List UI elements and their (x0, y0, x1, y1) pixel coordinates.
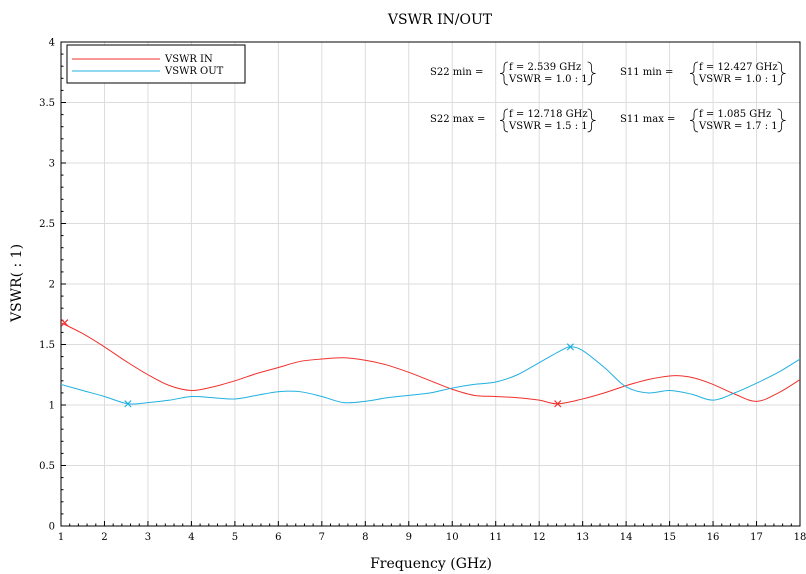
annotation-vswr: VSWR = 1.0 : 1 (508, 74, 588, 85)
y-tick-label: 3 (49, 159, 55, 170)
annotation-label: S11 min = (620, 67, 673, 78)
x-tick-label: 10 (446, 532, 459, 543)
left-brace (689, 61, 699, 86)
x-tick-label: 17 (750, 532, 763, 543)
x-axis-label: Frequency (GHz) (370, 556, 492, 572)
legend-label-out: VSWR OUT (164, 66, 224, 77)
x-tick-label: 9 (406, 532, 412, 543)
annotation-frequency: f = 2.539 GHz (509, 62, 581, 73)
y-axis-ticks: 0 0.5 1 1.5 2 2.5 3 3.5 4 (39, 38, 66, 533)
y-tick-label: 0 (49, 522, 55, 533)
x-tick-label: 1 (58, 532, 64, 543)
x-tick-label: 3 (145, 532, 151, 543)
annotation-frequency: f = 1.085 GHz (699, 109, 771, 120)
x-tick-label: 8 (362, 532, 368, 543)
y-tick-label: 0.5 (39, 461, 55, 472)
y-axis-label: VSWR( : 1) (9, 244, 25, 323)
right-brace (777, 108, 786, 133)
legend-label-in: VSWR IN (164, 54, 213, 65)
x-tick-label: 15 (663, 532, 676, 543)
right-brace (777, 61, 786, 86)
left-brace (499, 108, 509, 133)
x-tick-label: 6 (275, 532, 281, 543)
series-line-vswr-out (60, 346, 801, 405)
extremum-marker (61, 319, 69, 327)
x-tick-label: 7 (319, 532, 325, 543)
x-tick-label: 12 (533, 532, 546, 543)
annotation-label: S22 min = (430, 67, 483, 78)
chart-title: VSWR IN/OUT (387, 12, 493, 28)
extremum-marker (124, 400, 132, 408)
marker-layer (61, 319, 575, 408)
x-tick-label: 13 (576, 532, 589, 543)
left-brace (689, 108, 699, 133)
annotation-vswr: VSWR = 1.7 : 1 (698, 121, 778, 132)
annotation-label: S11 max = (620, 114, 675, 125)
left-brace (499, 61, 509, 86)
annotation-frequency: f = 12.427 GHz (699, 62, 778, 73)
x-tick-label: 2 (101, 532, 107, 543)
y-tick-label: 1 (49, 401, 55, 412)
x-tick-label: 14 (620, 532, 633, 543)
series-layer (60, 322, 801, 405)
x-tick-label: 16 (707, 532, 720, 543)
right-brace (587, 61, 596, 86)
y-tick-label: 2 (49, 280, 55, 291)
extremum-marker (554, 400, 562, 408)
x-axis-ticks: 1 2 3 4 5 6 7 8 9 10 11 12 13 14 15 16 17 18 (58, 521, 806, 543)
y-tick-label: 3.5 (39, 98, 55, 109)
x-tick-label: 4 (188, 532, 194, 543)
right-brace (587, 108, 596, 133)
legend: VSWR IN VSWR OUT (66, 44, 246, 84)
legend-box (66, 44, 246, 84)
extremum-marker (566, 343, 575, 351)
annotation-vswr: VSWR = 1.0 : 1 (698, 74, 778, 85)
annotation-frequency: f = 12.718 GHz (509, 109, 588, 120)
y-tick-label: 1.5 (39, 340, 55, 351)
series-line-vswr-in (60, 322, 801, 405)
y-tick-label: 2.5 (39, 219, 55, 230)
y-tick-label: 4 (49, 38, 55, 49)
x-tick-label: 18 (794, 532, 806, 543)
x-tick-label: 11 (489, 532, 502, 543)
annotation-vswr: VSWR = 1.5 : 1 (508, 121, 588, 132)
x-tick-label: 5 (232, 532, 238, 543)
annotation-label: S22 max = (430, 114, 485, 125)
